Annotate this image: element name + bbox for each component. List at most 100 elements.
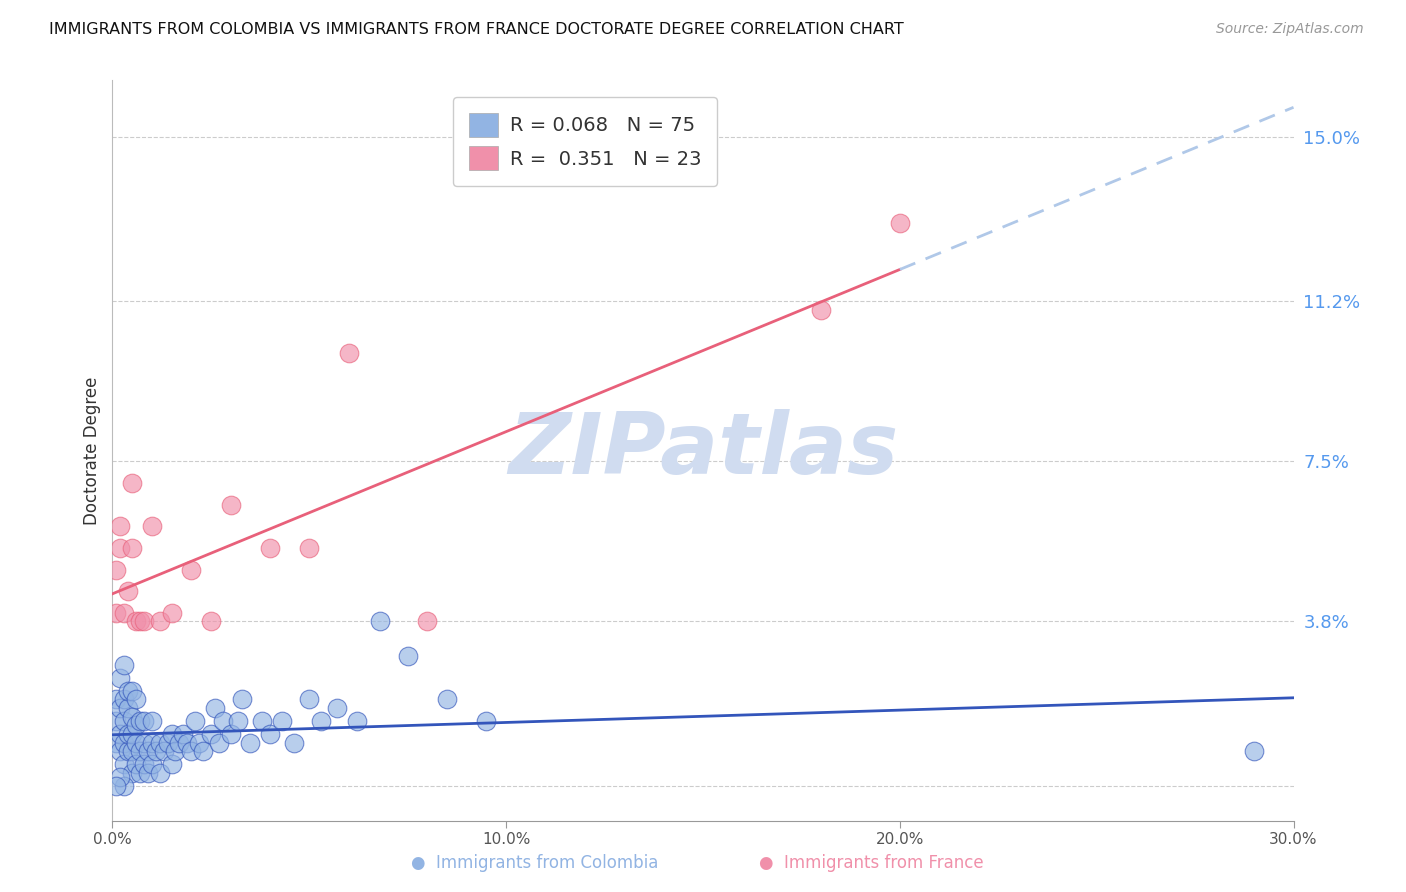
Point <box>112 736 135 750</box>
Point <box>184 714 207 728</box>
Point <box>1243 744 1265 758</box>
Point <box>112 657 135 672</box>
Point <box>121 683 143 698</box>
Point <box>121 475 143 490</box>
Point <box>105 562 128 576</box>
Point <box>117 727 139 741</box>
Point <box>132 714 155 728</box>
Point <box>110 541 132 555</box>
Point <box>368 615 391 629</box>
Point <box>219 498 242 512</box>
Point <box>121 541 143 555</box>
Point <box>110 727 132 741</box>
Point <box>110 744 132 758</box>
Point <box>219 727 242 741</box>
Point <box>889 216 911 230</box>
Legend: R = 0.068   N = 75, R =  0.351   N = 23: R = 0.068 N = 75, R = 0.351 N = 23 <box>453 97 717 186</box>
Point <box>112 606 135 620</box>
Point <box>121 766 143 780</box>
Point <box>117 744 139 758</box>
Point <box>204 701 226 715</box>
Point <box>309 714 332 728</box>
Point <box>436 692 458 706</box>
Point <box>810 302 832 317</box>
Point <box>129 714 152 728</box>
Point <box>346 714 368 728</box>
Point <box>105 714 128 728</box>
Point <box>208 736 231 750</box>
Point <box>129 744 152 758</box>
Point <box>259 727 281 741</box>
Point <box>141 757 163 772</box>
Text: ●  Immigrants from Colombia: ● Immigrants from Colombia <box>411 855 658 872</box>
Point <box>396 649 419 664</box>
Point <box>110 701 132 715</box>
Point <box>121 710 143 724</box>
Text: ZIPatlas: ZIPatlas <box>508 409 898 492</box>
Point <box>112 692 135 706</box>
Point <box>136 766 159 780</box>
Point <box>136 744 159 758</box>
Point <box>125 736 148 750</box>
Point <box>105 779 128 793</box>
Point <box>132 736 155 750</box>
Text: IMMIGRANTS FROM COLOMBIA VS IMMIGRANTS FROM FRANCE DOCTORATE DEGREE CORRELATION : IMMIGRANTS FROM COLOMBIA VS IMMIGRANTS F… <box>49 22 904 37</box>
Point <box>149 766 172 780</box>
Point <box>200 727 222 741</box>
Point <box>176 736 198 750</box>
Point <box>132 757 155 772</box>
Point <box>117 701 139 715</box>
Point <box>112 779 135 793</box>
Point <box>121 727 143 741</box>
Point <box>125 757 148 772</box>
Point <box>132 615 155 629</box>
Point <box>152 744 174 758</box>
Point <box>298 692 321 706</box>
Y-axis label: Doctorate Degree: Doctorate Degree <box>83 376 101 524</box>
Point <box>125 692 148 706</box>
Point <box>112 757 135 772</box>
Point <box>250 714 273 728</box>
Point <box>200 615 222 629</box>
Point <box>141 736 163 750</box>
Point <box>180 562 202 576</box>
Point <box>160 727 183 741</box>
Point <box>149 615 172 629</box>
Point <box>337 346 360 360</box>
Point <box>117 584 139 599</box>
Point <box>117 683 139 698</box>
Point <box>169 736 191 750</box>
Point <box>326 701 349 715</box>
Point <box>112 714 135 728</box>
Point <box>105 606 128 620</box>
Point <box>141 714 163 728</box>
Point <box>416 615 439 629</box>
Point <box>283 736 305 750</box>
Point <box>149 736 172 750</box>
Point <box>129 615 152 629</box>
Point <box>259 541 281 555</box>
Point <box>211 714 233 728</box>
Point <box>172 727 194 741</box>
Point <box>160 606 183 620</box>
Point <box>125 718 148 732</box>
Point <box>188 736 211 750</box>
Point <box>110 671 132 685</box>
Point <box>475 714 498 728</box>
Point <box>110 770 132 784</box>
Point <box>270 714 292 728</box>
Point <box>141 519 163 533</box>
Point <box>231 692 253 706</box>
Point <box>180 744 202 758</box>
Point <box>165 744 187 758</box>
Point <box>110 519 132 533</box>
Point <box>105 692 128 706</box>
Point <box>145 744 167 758</box>
Point <box>125 615 148 629</box>
Point <box>156 736 179 750</box>
Point <box>105 736 128 750</box>
Point <box>228 714 250 728</box>
Point <box>129 766 152 780</box>
Point <box>121 744 143 758</box>
Point <box>160 757 183 772</box>
